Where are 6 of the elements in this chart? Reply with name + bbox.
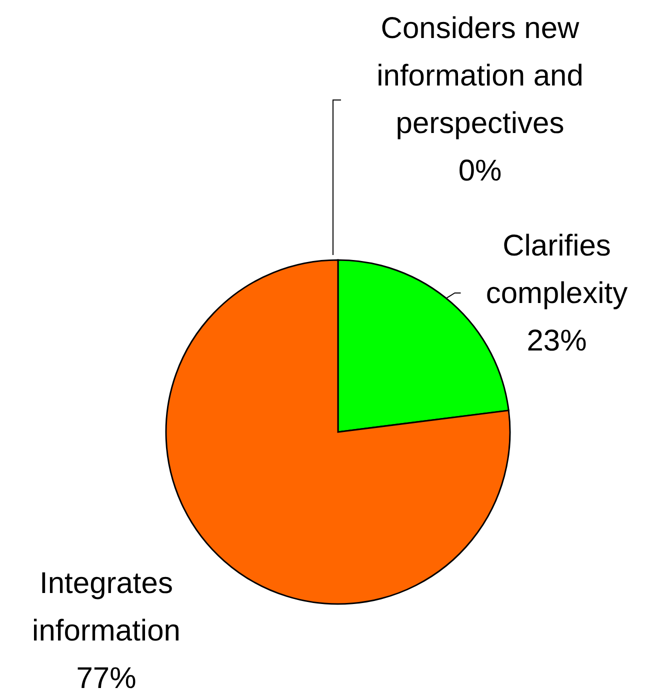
data-label: 77%	[76, 662, 136, 695]
slice-label: Clarifies complexity	[486, 229, 628, 310]
text: 0%	[458, 154, 502, 188]
slice-label: Integrates information	[32, 566, 180, 648]
data-label: 23%	[526, 324, 587, 358]
category-label: Considers new information and perspectives	[376, 12, 584, 140]
